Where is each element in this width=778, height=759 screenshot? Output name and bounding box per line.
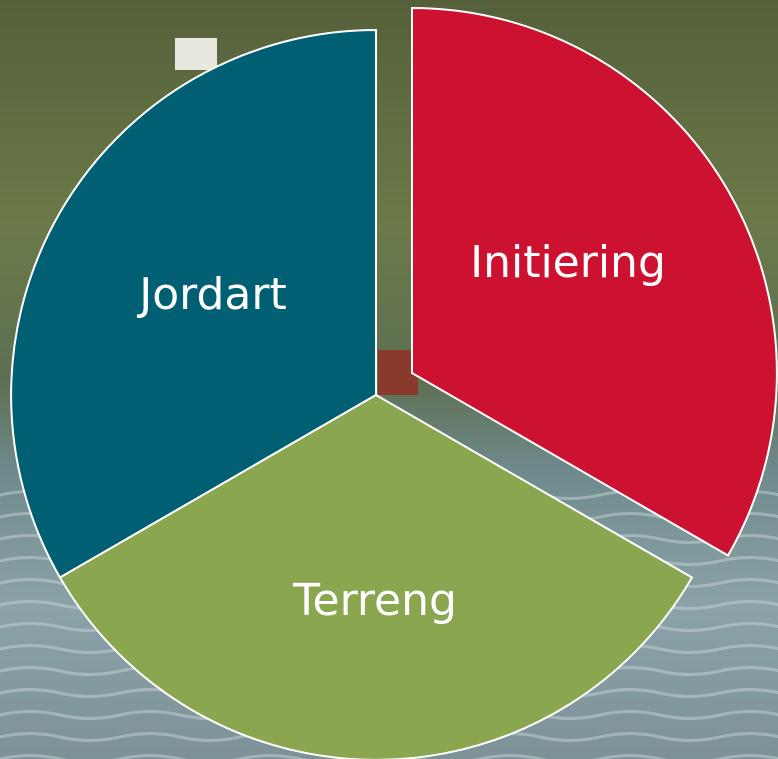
segment-label: Jordart [136,269,286,320]
segment-label: Initiering [470,237,666,288]
segment-label: Terreng [292,575,457,626]
diagram: Initiering Terreng Jordart [0,0,778,759]
house [175,38,217,70]
page: Initiering Terreng Jordart (() => { cons… [0,0,778,759]
